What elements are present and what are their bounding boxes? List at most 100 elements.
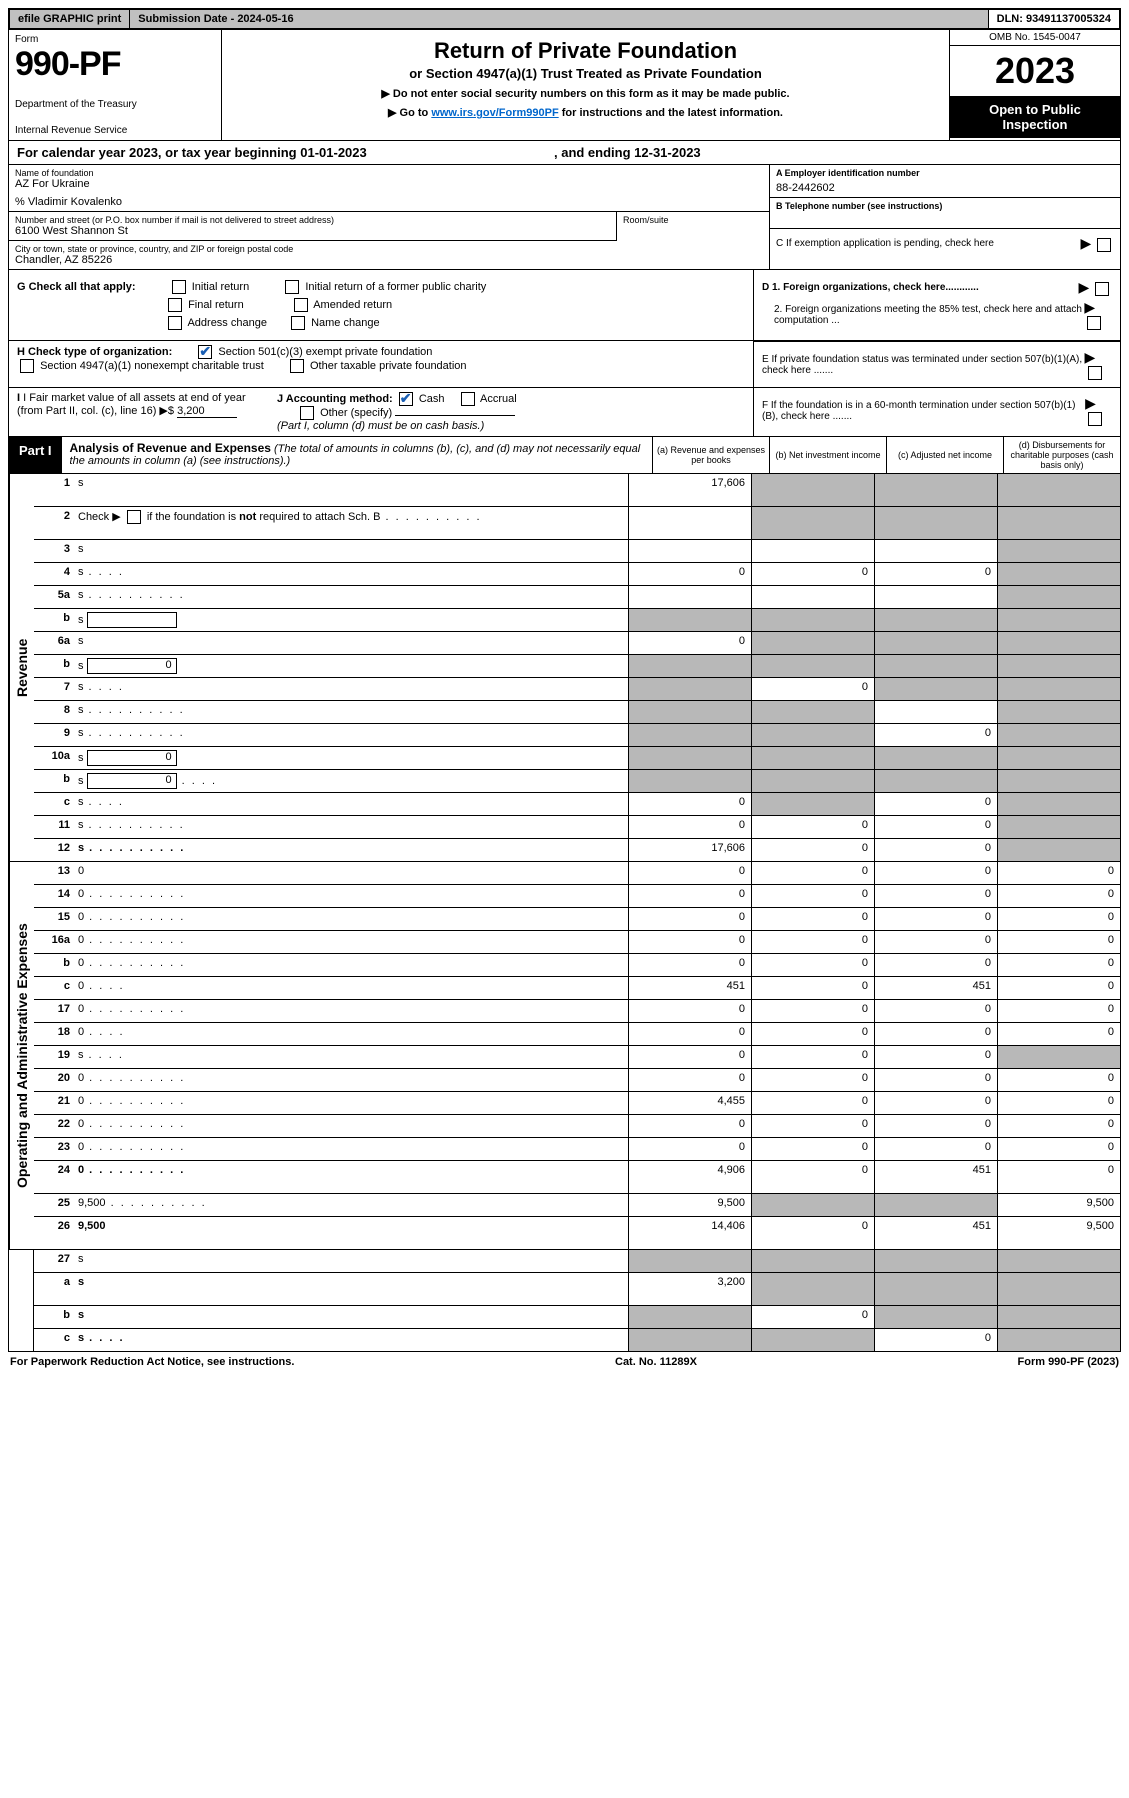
checkbox-initial[interactable]	[172, 280, 186, 294]
table-cell: 0	[751, 862, 874, 884]
checkbox-amended[interactable]	[294, 298, 308, 312]
checkbox-address[interactable]	[168, 316, 182, 330]
row-num: b	[34, 609, 74, 631]
row-desc: s 0	[74, 770, 628, 792]
row-num: 18	[34, 1023, 74, 1045]
header-left: Form 990-PF Department of the Treasury I…	[9, 30, 222, 140]
row-desc: s	[74, 839, 628, 861]
g-section: G Check all that apply: Initial return I…	[8, 270, 1121, 341]
checkbox-e[interactable]	[1088, 366, 1102, 380]
checkbox-initial-former[interactable]	[285, 280, 299, 294]
checkbox-4947[interactable]	[20, 359, 34, 373]
table-cell: 0	[874, 862, 997, 884]
row-desc: s	[74, 724, 628, 746]
table-row: bs 0	[34, 770, 1120, 793]
row-num: 12	[34, 839, 74, 861]
table-cell: 3,200	[628, 1273, 751, 1305]
table-cell: 0	[874, 1023, 997, 1045]
ij-section: I I Fair market value of all assets at e…	[8, 388, 1121, 437]
table-cell	[628, 507, 751, 539]
fmv-value: 3,200	[177, 405, 237, 418]
checkbox-501c3[interactable]	[198, 345, 212, 359]
table-cell	[751, 540, 874, 562]
table-cell	[874, 507, 997, 539]
ein-cell: A Employer identification number 88-2442…	[770, 165, 1120, 198]
checkbox-d2[interactable]	[1087, 316, 1101, 330]
table-row: 19s000	[34, 1046, 1120, 1069]
row-num: 7	[34, 678, 74, 700]
table-cell	[628, 1329, 751, 1351]
table-row: 1700000	[34, 1000, 1120, 1023]
revenue-table: Revenue 1s17,6062Check ▶ if the foundati…	[8, 474, 1121, 862]
table-cell: 0	[751, 1092, 874, 1114]
checkbox-c[interactable]	[1097, 238, 1111, 252]
table-cell: 0	[874, 931, 997, 953]
table-cell	[874, 770, 997, 792]
row-desc: 0	[74, 954, 628, 976]
dept-treasury: Department of the Treasury	[15, 99, 215, 110]
table-cell: 0	[628, 1115, 751, 1137]
row-num: 26	[34, 1217, 74, 1249]
revenue-side-label: Revenue	[9, 474, 34, 861]
efile-label: efile GRAPHIC print	[10, 10, 130, 28]
part1-title: Analysis of Revenue and Expenses (The to…	[62, 437, 652, 473]
table-cell	[997, 678, 1120, 700]
row-desc: s	[74, 1306, 628, 1328]
row-desc: 0	[74, 885, 628, 907]
table-cell	[874, 701, 997, 723]
table-cell: 0	[751, 1000, 874, 1022]
table-cell: 0	[997, 1069, 1120, 1091]
city-state-zip: Chandler, AZ 85226	[15, 254, 763, 266]
row-desc: s	[74, 678, 628, 700]
table-row: 2104,455000	[34, 1092, 1120, 1115]
table-cell: 0	[628, 793, 751, 815]
table-cell: 0	[874, 908, 997, 930]
checkbox-other-method[interactable]	[300, 406, 314, 420]
table-cell	[997, 747, 1120, 769]
checkbox-d1[interactable]	[1095, 282, 1109, 296]
table-cell	[997, 701, 1120, 723]
address-cell: Number and street (or P.O. box number if…	[9, 212, 617, 241]
table-cell: 4,906	[628, 1161, 751, 1193]
table-cell	[997, 1250, 1120, 1272]
table-row: 27s	[34, 1250, 1120, 1273]
table-cell: 0	[628, 632, 751, 654]
table-cell: 0	[751, 1115, 874, 1137]
row-num: 21	[34, 1092, 74, 1114]
row-num: 8	[34, 701, 74, 723]
year-begin: 01-01-2023	[300, 145, 367, 160]
table-cell: 0	[751, 977, 874, 999]
table-cell	[751, 632, 874, 654]
bottom-table: 27sas3,200bs0cs0	[8, 1250, 1121, 1352]
table-cell: 0	[751, 1217, 874, 1249]
table-cell	[874, 747, 997, 769]
table-row: 2000000	[34, 1069, 1120, 1092]
irs-link[interactable]: www.irs.gov/Form990PF	[431, 107, 558, 119]
table-cell: 0	[751, 1138, 874, 1160]
table-cell	[628, 701, 751, 723]
checkbox-cash[interactable]	[399, 392, 413, 406]
table-cell	[874, 632, 997, 654]
row-desc: 0	[74, 862, 628, 884]
table-cell: 0	[874, 839, 997, 861]
table-cell: 0	[751, 1069, 874, 1091]
checkbox-accrual[interactable]	[461, 392, 475, 406]
table-row: 2404,90604510	[34, 1161, 1120, 1194]
row-desc: 0	[74, 1000, 628, 1022]
table-cell: 0	[874, 563, 997, 585]
checkbox-f[interactable]	[1088, 412, 1102, 426]
row-num: b	[34, 954, 74, 976]
table-cell	[997, 1273, 1120, 1305]
checkbox-other-tax[interactable]	[290, 359, 304, 373]
table-cell: 0	[874, 1329, 997, 1351]
table-cell	[628, 540, 751, 562]
table-cell	[997, 507, 1120, 539]
checkbox-final[interactable]	[168, 298, 182, 312]
row-desc: 0	[74, 977, 628, 999]
table-cell	[997, 586, 1120, 608]
table-cell	[997, 632, 1120, 654]
form-subtitle: or Section 4947(a)(1) Trust Treated as P…	[228, 66, 943, 81]
part1-header: Part I Analysis of Revenue and Expenses …	[8, 437, 1121, 474]
checkbox-name[interactable]	[291, 316, 305, 330]
table-cell: 0	[751, 954, 874, 976]
